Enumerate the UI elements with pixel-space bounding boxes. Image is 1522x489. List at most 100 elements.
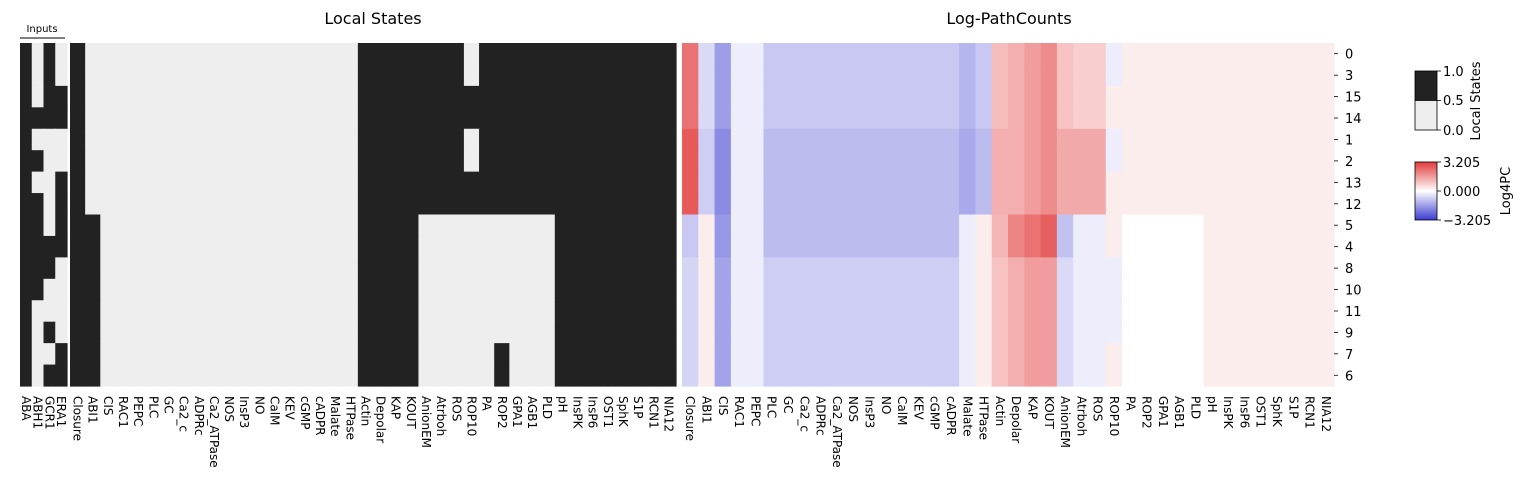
state-cell <box>312 193 329 216</box>
pathcount-cell <box>1187 128 1205 151</box>
input-cell <box>31 235 45 258</box>
state-cell <box>615 300 632 323</box>
state-cell <box>357 193 374 216</box>
state-cell <box>251 107 268 130</box>
state-cell <box>251 43 268 66</box>
state-cell <box>251 128 268 151</box>
pathcount-cell <box>1203 150 1221 173</box>
pathcount-cell <box>1122 257 1139 280</box>
x-tick-label-pathcount: cADPR <box>944 396 958 436</box>
state-cell <box>433 300 450 323</box>
state-cell <box>221 364 238 387</box>
pathcount-cell <box>926 85 944 108</box>
pathcount-cell <box>1138 214 1156 237</box>
pathcount-cell <box>1154 193 1172 216</box>
x-tick-label-state: AnionEM <box>419 396 433 448</box>
input-cell <box>20 235 33 258</box>
pathcount-cell <box>1317 300 1335 323</box>
pathcount-cell <box>1219 43 1237 66</box>
pathcount-cell <box>991 171 1009 194</box>
pathcount-cell <box>926 107 944 130</box>
x-tick-label-state: InsP6 <box>586 396 600 428</box>
pathcount-cell <box>1268 343 1286 366</box>
pathcount-cell <box>975 364 993 387</box>
state-cell <box>418 343 435 366</box>
pathcount-cell <box>845 278 862 301</box>
pathcount-cell <box>828 235 846 258</box>
x-tick-label-state: S1P <box>631 396 645 419</box>
pathcount-cell <box>926 43 944 66</box>
pathcount-cell <box>942 364 960 387</box>
input-cell <box>20 364 33 387</box>
x-tick-label-state: NO <box>252 396 266 414</box>
pathcount-cell <box>747 364 765 387</box>
pathcount-cell <box>926 171 944 194</box>
state-cell <box>600 43 616 66</box>
state-cell <box>388 364 404 387</box>
state-cell <box>569 343 586 366</box>
pathcount-cell <box>1203 193 1221 216</box>
state-cell <box>160 257 177 280</box>
pathcount-cell <box>1285 278 1302 301</box>
pathcount-cell <box>975 128 993 151</box>
pathcount-cell <box>1138 364 1156 387</box>
x-tick-label-state: PLC <box>146 396 160 418</box>
pathcount-cell <box>796 300 813 323</box>
pathcount-cell <box>893 364 911 387</box>
state-cell <box>569 171 586 194</box>
state-cell <box>373 171 389 194</box>
pathcount-cell <box>763 64 781 87</box>
pathcount-cell <box>1073 235 1091 258</box>
pathcount-cell <box>959 278 976 301</box>
pathcount-cell <box>1317 364 1335 387</box>
state-cell <box>660 85 677 108</box>
pathcount-cell <box>730 321 748 344</box>
state-cell <box>100 128 117 151</box>
state-cell <box>342 193 359 216</box>
state-cell <box>297 171 313 194</box>
state-cell <box>600 150 616 173</box>
state-cell <box>494 321 510 344</box>
state-cell <box>509 43 526 66</box>
pathcount-cell <box>1122 364 1139 387</box>
state-cell <box>373 235 389 258</box>
state-cell <box>206 43 223 66</box>
pathcount-cell <box>1219 343 1237 366</box>
pathcount-cell <box>991 321 1009 344</box>
state-cell <box>615 85 632 108</box>
state-cell <box>388 343 404 366</box>
state-cell <box>448 257 465 280</box>
input-cell <box>31 171 45 194</box>
state-cell <box>282 150 298 173</box>
state-cell <box>418 85 435 108</box>
pathcount-cell <box>1301 64 1319 87</box>
state-cell <box>130 235 147 258</box>
inputs-heatmap <box>20 43 68 387</box>
x-tick-label-pathcount: Closure <box>683 396 697 441</box>
pathcount-cell <box>1203 128 1221 151</box>
pathcount-cell <box>910 107 928 130</box>
y-tick-label: 1 <box>1345 134 1353 149</box>
state-cell <box>115 85 132 108</box>
state-cell <box>615 214 632 237</box>
state-cell <box>539 214 556 237</box>
state-cell <box>630 214 647 237</box>
state-cell <box>191 257 207 280</box>
state-cell <box>176 364 192 387</box>
state-cell <box>115 64 132 87</box>
pathcount-cell <box>730 150 748 173</box>
cb2-tick-bottom: −3.205 <box>1443 214 1491 229</box>
x-tick-label-pathcount: SphK <box>1270 396 1284 428</box>
pathcount-cell <box>1171 343 1188 366</box>
state-cell <box>433 278 450 301</box>
state-cell <box>282 85 298 108</box>
state-cell <box>342 43 359 66</box>
x-tick-label-state: NOS <box>222 396 236 422</box>
input-cell <box>55 278 68 301</box>
pathcount-cell <box>747 128 765 151</box>
pathcount-cell <box>828 193 846 216</box>
input-cell <box>31 321 45 344</box>
state-cell <box>524 150 541 173</box>
pathcount-cell <box>942 214 960 237</box>
state-cell <box>282 107 298 130</box>
